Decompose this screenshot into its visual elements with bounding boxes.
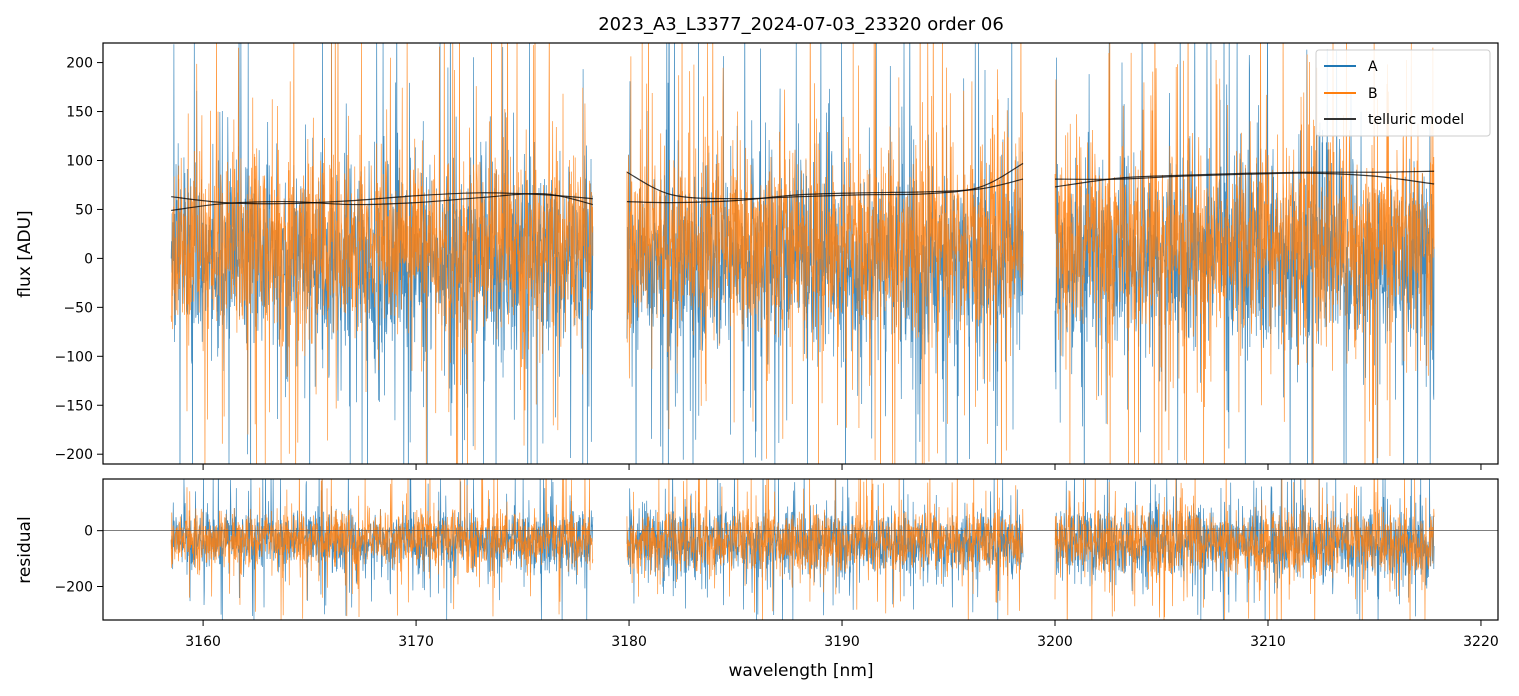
flux-y-tick-label: −150 (55, 398, 93, 414)
flux-y-axis: −200 −150 −100 −50 0 50 100 150 200 (55, 56, 103, 463)
flux-axes-frame (102, 42, 1499, 465)
figure-title: 2023_A3_L3377_2024-07-03_23320 order 06 (598, 14, 1004, 35)
flux-panel: −200 −150 −100 −50 0 50 100 150 200 flux [ADU] A… (15, 42, 1499, 470)
residual-y-tick-label: −200 (55, 579, 93, 595)
telluric-model-curve-6 (1055, 172, 1435, 185)
flux-y-tick-label: 150 (66, 105, 93, 121)
flux-x-axis (202, 464, 1482, 470)
x-tick-label: 3220 (1463, 634, 1499, 650)
x-tick-label: 3180 (611, 634, 647, 650)
residual-series-b-segment-1 (170, 479, 594, 620)
flux-series-b-segment-2 (626, 43, 1024, 464)
legend-label-a: A (1368, 59, 1378, 75)
flux-y-axis-label: flux [ADU] (15, 210, 35, 297)
residual-series-b-segment-2 (626, 479, 1024, 620)
residual-panel: −200 0 3160 3170 3180 3190 3200 3210 3220 resid… (15, 478, 1499, 681)
residual-x-axis: 3160 3170 3180 3190 3200 3210 3220 (185, 620, 1499, 650)
flux-y-tick-label: 200 (66, 56, 93, 72)
flux-series-b-segment-1 (170, 43, 594, 464)
x-axis-label: wavelength [nm] (728, 661, 873, 681)
flux-y-tick-label: −50 (63, 300, 93, 316)
residual-axes-frame (102, 478, 1499, 621)
flux-y-tick-label: 0 (84, 251, 93, 267)
residual-y-tick-label: 0 (84, 524, 93, 540)
legend-box (1315, 49, 1491, 137)
residual-data-area (103, 479, 1498, 620)
x-tick-label: 3200 (1037, 634, 1073, 650)
residual-y-axis-label: residual (15, 516, 35, 583)
telluric-model-curve-3 (626, 162, 1024, 200)
telluric-model-curve-5 (1054, 170, 1435, 188)
flux-data-area (170, 43, 1435, 464)
x-tick-label: 3210 (1250, 634, 1286, 650)
telluric-model-curve-2 (171, 192, 593, 212)
flux-series-b-segment-3 (1054, 43, 1435, 464)
flux-y-tick-label: −100 (55, 349, 93, 365)
legend-label-telluric: telluric model (1368, 112, 1464, 128)
x-tick-label: 3160 (185, 634, 221, 650)
residual-y-axis: −200 0 (55, 524, 103, 595)
flux-y-tick-label: 50 (75, 202, 93, 218)
flux-y-tick-label: −200 (55, 447, 93, 463)
x-tick-label: 3170 (398, 634, 434, 650)
x-tick-label: 3190 (824, 634, 860, 650)
legend: A B telluric model (1315, 49, 1491, 137)
legend-label-b: B (1368, 86, 1378, 102)
residual-series-b-segment-3 (1054, 479, 1435, 620)
telluric-model-curve-4 (626, 178, 1024, 204)
flux-y-tick-label: 100 (66, 153, 93, 169)
